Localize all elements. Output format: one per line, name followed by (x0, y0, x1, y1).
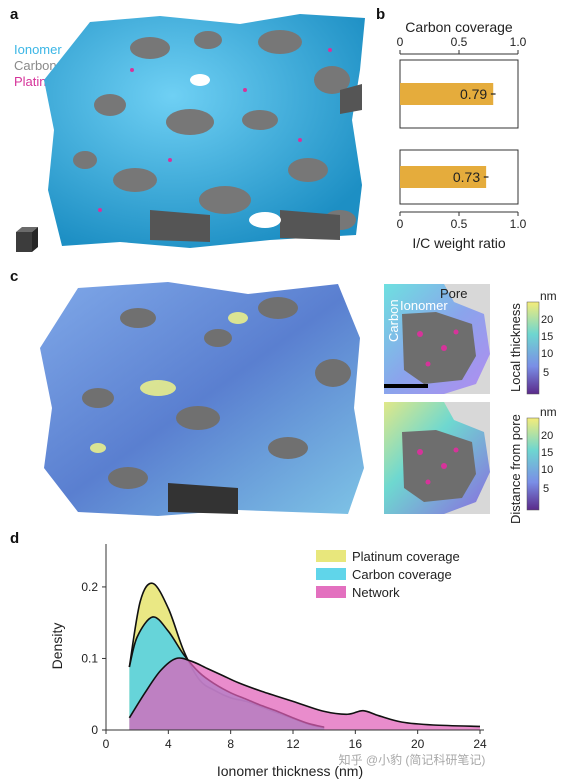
coverage-bar-chart: Carbon coverage I/C weight ratio 0 0.5 1.0… (397, 19, 527, 251)
chart-b-top-title: Carbon coverage (405, 19, 513, 35)
thickness-inset-image (384, 284, 490, 394)
chart-d-x-tick-label: 0 (103, 737, 110, 751)
panel-c-letter: c (10, 268, 19, 285)
chart-b-bottom-title: I/C weight ratio (412, 235, 506, 251)
chart-b-bar-label: 0.73 (453, 169, 480, 185)
chart-d-ylabel: Density (49, 623, 65, 670)
chart-b-bar-label: 0.79 (460, 86, 487, 102)
colorbar2-tick: 5 (543, 483, 549, 495)
series-network-line (128, 657, 481, 728)
chart-b-bottom-tick-label: 0.5 (451, 217, 468, 231)
colorbar2-gradient (526, 417, 540, 511)
chart-d-x-tick-label: 8 (227, 737, 234, 751)
chart-d-x-tick-label: 12 (286, 737, 300, 751)
chart-d-y-tick-label: 0.2 (81, 580, 98, 594)
chart-d-y-tick-label: 0.1 (81, 651, 98, 665)
chart-d-legend-swatch (316, 586, 346, 598)
colorbar1-title: Local thickness (508, 303, 523, 392)
chart-b-bar (400, 166, 487, 188)
density-area-chart: 0 4 8 12 16 20 24 0 0.1 0.2 Ionomer thickness (nm… (49, 544, 487, 779)
chart-b-bottom-tick-label: 1.0 (510, 217, 527, 231)
chart-b-axes: 0 0.5 1.0 0 0.5 1.0 (397, 35, 527, 231)
chart-d-x-tick-label: 20 (411, 737, 425, 751)
chart-b-top-tick-label: 1.0 (510, 35, 527, 49)
chart-d-legend-swatch (316, 550, 346, 562)
colorbars: nm 20 15 10 5 Local thickness nm 20 15 1… (508, 289, 557, 524)
chart-d-x-tick-label: 24 (473, 737, 487, 751)
colorbar2-tick: 20 (541, 430, 553, 442)
panel-b-letter: b (376, 6, 386, 23)
chart-b-bottom-tick-label: 0 (397, 217, 404, 231)
watermark: 知乎 @小豹 (简记科研笔记) (339, 752, 486, 767)
scale-cube-icon (16, 227, 38, 252)
panel-d-letter: d (10, 530, 20, 547)
chart-d-legend-swatch (316, 568, 346, 580)
colorbar1-unit: nm (540, 289, 557, 303)
chart-b-top-tick-label: 0 (397, 35, 404, 49)
colorbar2-title: Distance from pore (508, 414, 523, 524)
local-thickness-3d-render (40, 282, 364, 516)
legend-carbon: Carbon (14, 58, 57, 73)
chart-b-bars: 0.79 0.73 (400, 83, 496, 188)
colorbar2-tick: 15 (541, 447, 553, 459)
chart-d-legend-label: Platinum coverage (352, 549, 460, 564)
colorbar1-tick: 5 (543, 367, 549, 379)
chart-d-legend: Platinum coverage Carbon coverage Network (316, 549, 460, 600)
distance-inset (384, 402, 490, 514)
inset-label-pore: Pore (440, 286, 468, 301)
chart-d-xlabel: Ionomer thickness (nm) (217, 763, 363, 779)
chart-d-x-tick-label: 4 (165, 737, 172, 751)
chart-b-top-tick-label: 0.5 (451, 35, 468, 49)
colorbar2-unit: nm (540, 405, 557, 419)
inset-label-ionomer: Ionomer (400, 298, 448, 313)
chart-d-axes: 0 4 8 12 16 20 24 0 0.1 0.2 (81, 544, 487, 751)
chart-b-bar (400, 83, 494, 105)
ionomer-3d-render (44, 14, 365, 248)
chart-d-x-tick-label: 16 (349, 737, 363, 751)
chart-d-y-tick-label: 0 (91, 723, 98, 737)
colorbar1-tick: 10 (541, 348, 553, 360)
chart-d-legend-label: Network (352, 585, 400, 600)
chart-d-series (128, 582, 481, 730)
colorbar2-tick: 10 (541, 464, 553, 476)
legend-ionomer: Ionomer (14, 42, 62, 57)
colorbar1-gradient (526, 301, 540, 395)
colorbar1-tick: 15 (541, 331, 553, 343)
distance-inset-image (384, 402, 490, 514)
inset-label-carbon: Carbon (386, 299, 401, 342)
thickness-inset: Carbon Ionomer Pore (384, 284, 490, 394)
colorbar1-tick: 20 (541, 314, 553, 326)
series-network-area (129, 658, 480, 730)
chart-d-legend-label: Carbon coverage (352, 567, 452, 582)
panel-a-letter: a (10, 6, 19, 23)
